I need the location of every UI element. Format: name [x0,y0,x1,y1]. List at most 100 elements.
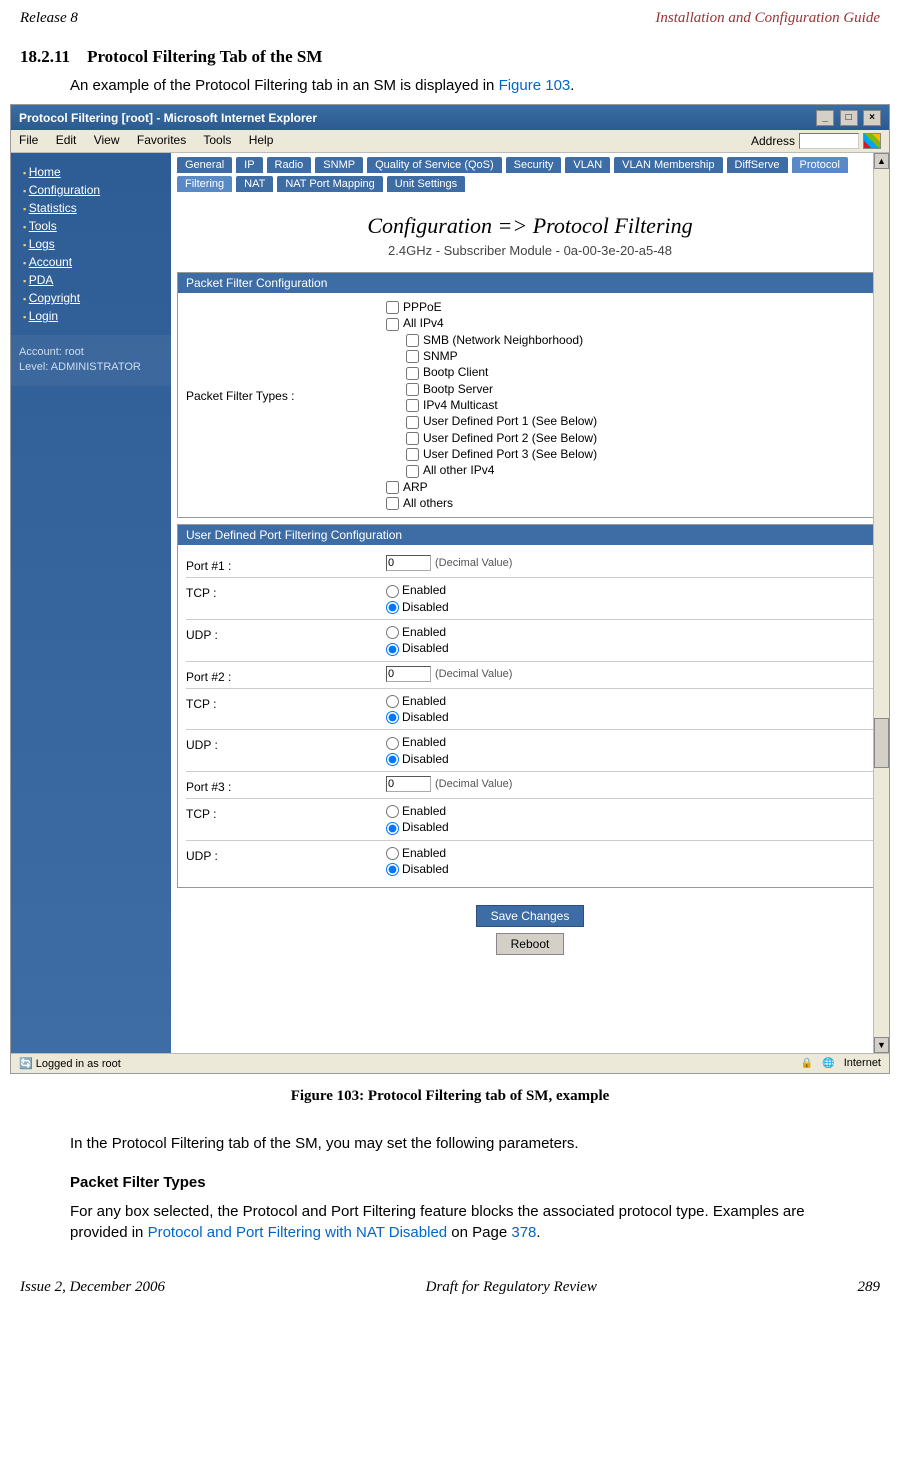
radio-disabled[interactable] [386,643,399,656]
filter-checkbox[interactable] [406,432,419,445]
port-row-value: EnabledDisabled [386,845,874,878]
radio-enabled-label: Enabled [402,804,446,818]
reboot-button[interactable]: Reboot [496,933,565,955]
close-button[interactable]: × [863,110,881,126]
filter-option: All others [386,495,874,511]
radio-enabled[interactable] [386,585,399,598]
tab-vlan[interactable]: VLAN [565,157,610,173]
tab-vlan-membership[interactable]: VLAN Membership [614,157,722,173]
filter-checkbox[interactable] [406,383,419,396]
radio-enabled-line: Enabled [386,803,874,819]
sidebar-item-pda[interactable]: PDA [23,271,171,289]
port-row-value: (Decimal Value) [386,666,874,684]
tab-snmp[interactable]: SNMP [315,157,363,173]
port-table: Port #1 :(Decimal Value)TCP :EnabledDisa… [178,545,882,887]
radio-disabled-line: Disabled [386,640,874,656]
figure-link[interactable]: Figure 103 [499,77,571,94]
filter-checkbox[interactable] [406,416,419,429]
minimize-button[interactable]: _ [816,110,834,126]
vertical-scrollbar[interactable]: ▲ ▼ [873,153,889,1053]
port-row-label: Port #2 : [186,666,386,684]
port-number-input[interactable] [386,776,431,792]
scroll-thumb[interactable] [874,718,889,768]
sidebar-item-logs[interactable]: Logs [23,235,171,253]
maximize-button[interactable]: □ [840,110,858,126]
tab-nat-port-mapping[interactable]: NAT Port Mapping [277,176,382,192]
port-row-value: (Decimal Value) [386,776,874,794]
filter-checkbox[interactable] [386,497,399,510]
port-number-input[interactable] [386,555,431,571]
tab-diffserve[interactable]: DiffServe [727,157,788,173]
filter-checkbox[interactable] [386,481,399,494]
link-page-378[interactable]: 378 [511,1224,536,1241]
filter-checkbox[interactable] [386,301,399,314]
tab-general[interactable]: General [177,157,232,173]
sidebar-item-home[interactable]: Home [23,163,171,181]
menu-help[interactable]: Help [249,133,274,147]
tab-security[interactable]: Security [506,157,562,173]
address-input[interactable] [799,133,859,149]
tab-radio[interactable]: Radio [267,157,312,173]
sidebar-link[interactable]: Configuration [29,183,100,197]
port-row-label: TCP : [186,582,386,615]
sidebar-link[interactable]: Account [29,255,72,269]
filter-checkbox[interactable] [406,399,419,412]
filter-option: User Defined Port 1 (See Below) [386,413,874,429]
tab-qos[interactable]: Quality of Service (QoS) [367,157,502,173]
sidebar-item-statistics[interactable]: Statistics [23,199,171,217]
scroll-down-arrow-icon[interactable]: ▼ [874,1037,889,1053]
tab-ip[interactable]: IP [236,157,262,173]
radio-enabled[interactable] [386,737,399,750]
windows-flag-icon [863,133,881,149]
sidebar-link[interactable]: Login [29,309,58,323]
radio-enabled[interactable] [386,847,399,860]
filter-option: Bootp Server [386,381,874,397]
menu-tools[interactable]: Tools [203,133,231,147]
tab-filtering[interactable]: Filtering [177,176,232,192]
menu-favorites[interactable]: Favorites [137,133,186,147]
menu-file[interactable]: File [19,133,38,147]
ie-menubar: File Edit View Favorites Tools Help Addr… [11,130,889,153]
filter-checkbox[interactable] [406,367,419,380]
filter-checkbox[interactable] [386,318,399,331]
sidebar-link[interactable]: Copyright [29,291,80,305]
sidebar-link[interactable]: Home [29,165,61,179]
link-nat-disabled[interactable]: Protocol and Port Filtering with NAT Dis… [148,1224,448,1241]
port-number-input[interactable] [386,666,431,682]
radio-disabled[interactable] [386,822,399,835]
sidebar-link[interactable]: Logs [29,237,55,251]
sidebar-item-login[interactable]: Login [23,307,171,325]
radio-enabled[interactable] [386,805,399,818]
radio-enabled[interactable] [386,626,399,639]
tab-nat[interactable]: NAT [236,176,273,192]
sidebar-link[interactable]: PDA [29,273,54,287]
menu-edit[interactable]: Edit [56,133,77,147]
sidebar-item-account[interactable]: Account [23,253,171,271]
sidebar-item-tools[interactable]: Tools [23,217,171,235]
radio-enabled[interactable] [386,695,399,708]
sidebar-link[interactable]: Tools [29,219,57,233]
filter-option: IPv4 Multicast [386,397,874,413]
save-changes-button[interactable]: Save Changes [476,905,585,927]
radio-disabled[interactable] [386,863,399,876]
radio-disabled[interactable] [386,601,399,614]
radio-enabled-label: Enabled [402,735,446,749]
radio-disabled[interactable] [386,711,399,724]
tabbar: General IP Radio SNMP Quality of Service… [177,157,883,192]
status-left-text: Logged in as root [36,1058,121,1070]
filter-checkbox[interactable] [406,350,419,363]
scroll-up-arrow-icon[interactable]: ▲ [874,153,889,169]
filter-checkbox[interactable] [406,334,419,347]
filter-checkbox[interactable] [406,465,419,478]
tab-protocol[interactable]: Protocol [792,157,848,173]
filter-checkbox[interactable] [406,448,419,461]
sidebar-link[interactable]: Statistics [29,201,77,215]
sidebar-item-configuration[interactable]: Configuration [23,181,171,199]
radio-disabled[interactable] [386,753,399,766]
panel-header-1: Packet Filter Configuration [178,273,882,293]
tab-unit-settings[interactable]: Unit Settings [387,176,465,192]
menu-view[interactable]: View [94,133,120,147]
radio-disabled-line: Disabled [386,751,874,767]
radio-enabled-label: Enabled [402,583,446,597]
sidebar-item-copyright[interactable]: Copyright [23,289,171,307]
